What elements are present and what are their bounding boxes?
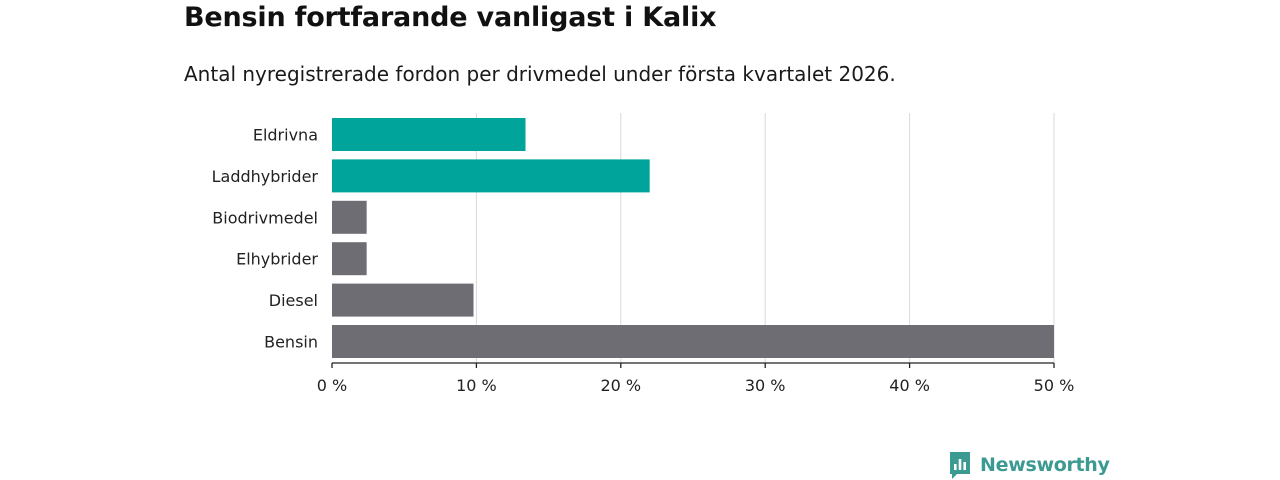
newsworthy-brand: Newsworthy: [948, 450, 1110, 480]
chart-title: Bensin fortfarande vanligast i Kalix: [184, 2, 717, 33]
bar: [332, 242, 367, 276]
bar-chart: Eldrivna Laddhybrider Biodrivmedel Elhybrid…: [212, 113, 1075, 395]
x-tick-label: 50 %: [1034, 376, 1075, 395]
bar: [332, 118, 526, 151]
x-tick-label: 0 %: [317, 376, 347, 395]
x-tick-label: 30 %: [745, 376, 786, 395]
bar: [332, 159, 650, 193]
category-label: Elhybrider: [236, 250, 318, 269]
x-tick-label: 40 %: [889, 376, 930, 395]
category-label: Eldrivna: [253, 126, 318, 145]
chart-subtitle: Antal nyregistrerade fordon per drivmede…: [184, 62, 896, 86]
bar: [332, 325, 1054, 358]
x-tick-label: 10 %: [456, 376, 497, 395]
category-label: Bensin: [264, 333, 318, 352]
bar: [332, 200, 367, 234]
x-tick-label: 20 %: [600, 376, 641, 395]
newsworthy-brand-name: Newsworthy: [980, 454, 1110, 476]
newsworthy-logo-icon: [950, 452, 970, 479]
bar: [332, 283, 474, 317]
category-label: Laddhybrider: [212, 167, 319, 186]
category-label: Biodrivmedel: [212, 208, 318, 227]
category-label: Diesel: [269, 291, 318, 310]
